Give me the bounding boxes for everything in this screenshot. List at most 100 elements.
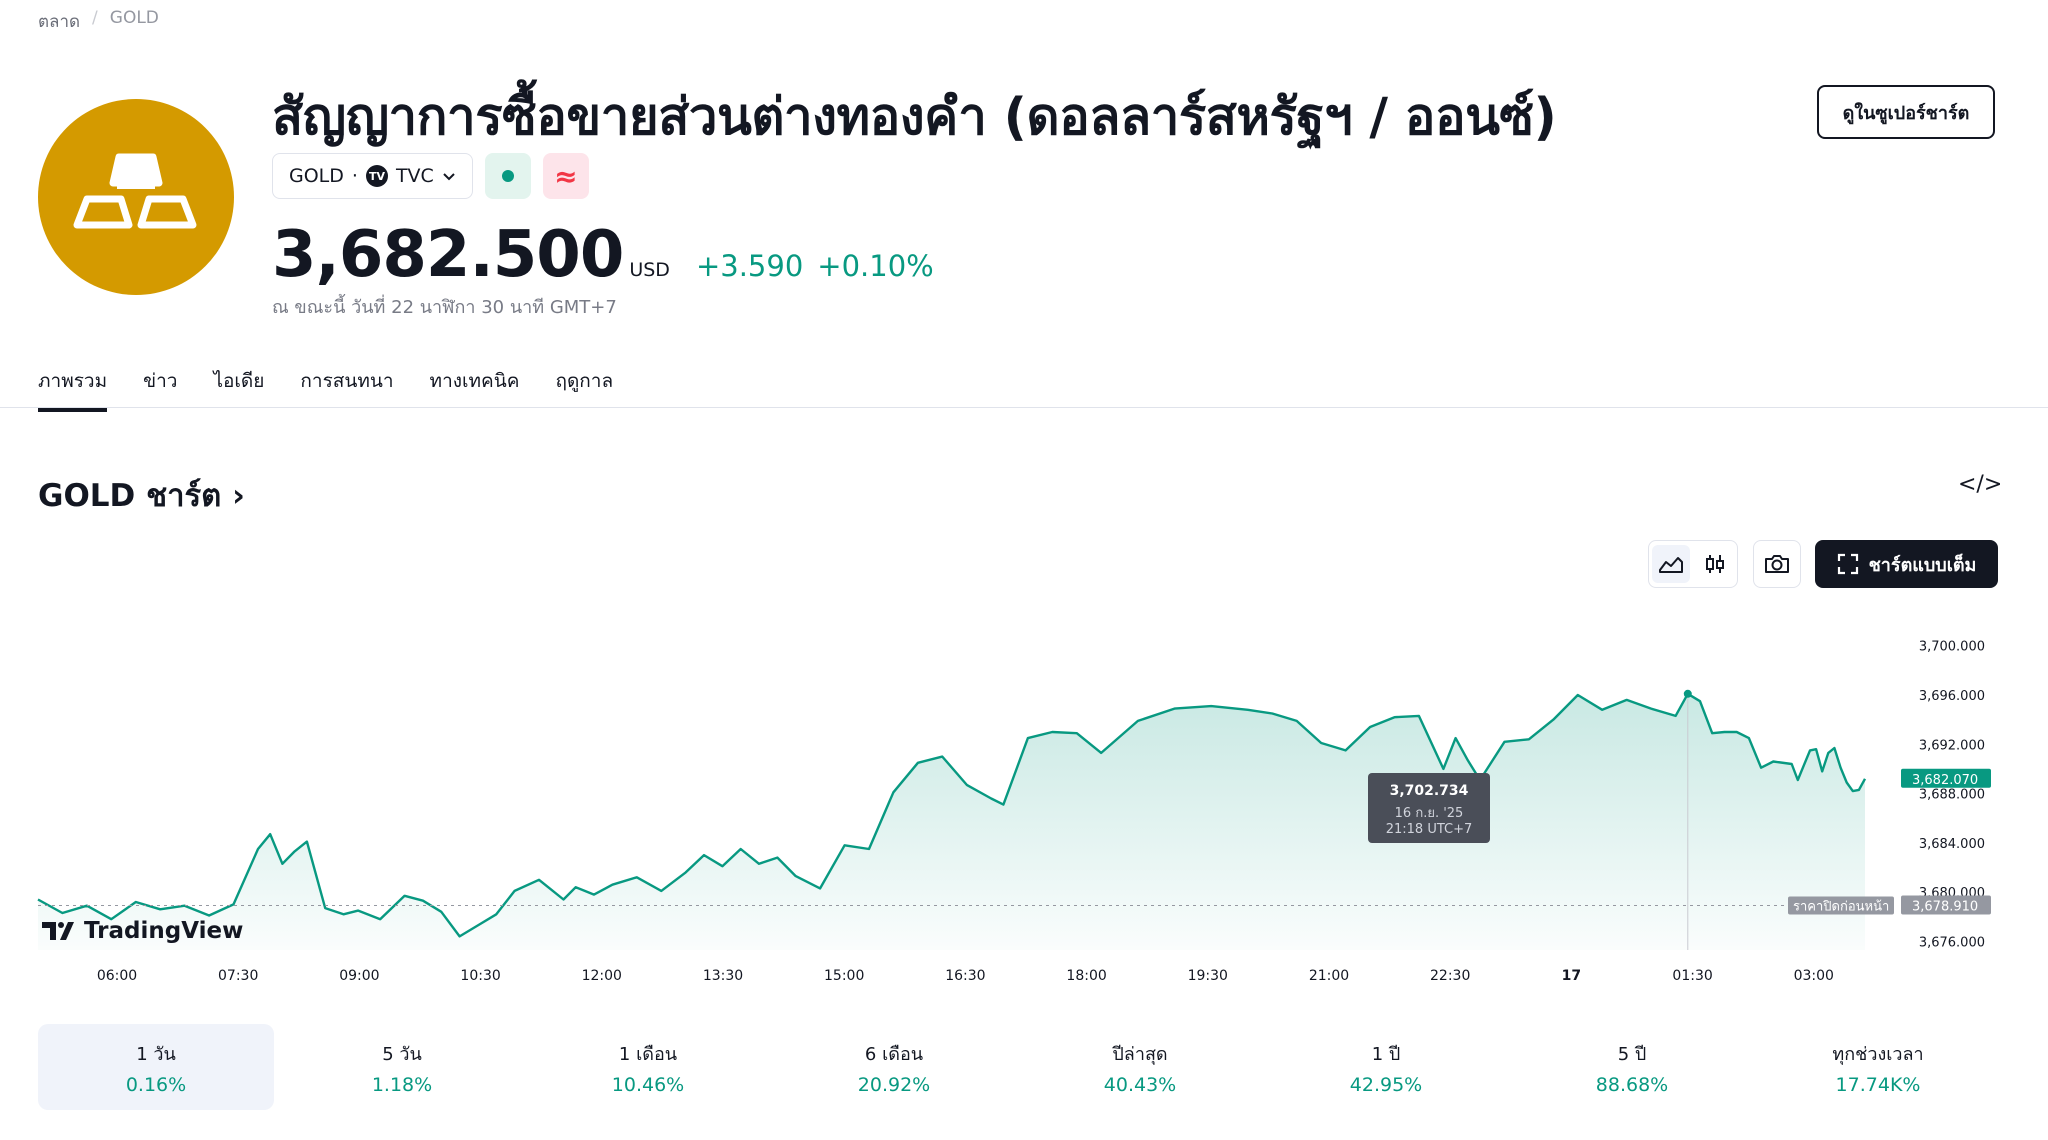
approx-data-badge[interactable]: ≈ <box>542 153 589 199</box>
period-1d[interactable]: 1 วัน 0.16% <box>38 1024 274 1110</box>
price-change-percent: +0.10% <box>817 249 934 283</box>
period-label: 1 ปี <box>1371 1043 1401 1065</box>
last-price: 3,682.500 <box>272 218 624 292</box>
exchange-icon: TV <box>365 165 388 187</box>
tab-technicals[interactable]: ทางเทคนิค <box>429 370 520 392</box>
tradingview-brand-label: TradingView <box>84 918 244 944</box>
previous-close-value: 3,678.910 <box>1912 900 1978 915</box>
camera-icon[interactable] <box>1753 540 1801 588</box>
x-tick-label: 07:30 <box>218 968 258 984</box>
exchange-text: TVC <box>395 165 434 187</box>
gold-bars-icon <box>73 153 197 229</box>
tabs-divider <box>0 407 2048 408</box>
symbol-text: GOLD <box>289 165 344 187</box>
tab-ideas[interactable]: ไอเดีย <box>213 370 265 392</box>
tradingview-brand[interactable]: TradingView <box>40 918 243 944</box>
price-change: +3.590 <box>695 249 804 283</box>
previous-close-label: ราคาปิดก่อนหน้า <box>1793 900 1889 915</box>
approx-icon: ≈ <box>554 159 578 193</box>
period-6m[interactable]: 6 เดือน 20.92% <box>776 1024 1012 1110</box>
breadcrumb-separator: / <box>92 8 98 28</box>
symbol-row: GOLD · TV TVC ≈ <box>272 153 589 199</box>
y-tick-label: 3,688.000 <box>1919 788 1985 803</box>
performance-periods: 1 วัน 0.16% 5 วัน 1.18% 1 เดือน 10.46% 6 เด… <box>38 1024 1996 1110</box>
period-value: 10.46% <box>611 1073 685 1096</box>
symbol-separator: · <box>351 165 358 187</box>
chart-heading-link[interactable]: GOLD ชาร์ต › <box>38 478 245 514</box>
last-price-axis-label: 3,682.070 <box>1912 773 1978 788</box>
embed-code-button[interactable]: </> <box>1958 472 2003 497</box>
tooltip-time: 21:18 UTC+7 <box>1386 822 1473 837</box>
view-in-supercharts-button[interactable]: ดูในซูเปอร์ชาร์ต <box>1817 85 1995 139</box>
market-open-status[interactable] <box>484 153 531 199</box>
period-value: 0.16% <box>125 1073 187 1096</box>
y-tick-label: 3,692.000 <box>1919 738 1985 753</box>
tab-overview[interactable]: ภาพรวม <box>38 366 108 412</box>
gold-bars-logo <box>38 99 234 295</box>
period-1m[interactable]: 1 เดือน 10.46% <box>530 1024 766 1110</box>
breadcrumb: ตลาด / GOLD <box>38 8 159 35</box>
period-label: ปีล่าสุด <box>1112 1043 1168 1065</box>
chart-tooltip: 3,702.734 16 ก.ย. '25 21:18 UTC+7 <box>1368 773 1490 843</box>
fullscreen-icon <box>1837 553 1858 575</box>
x-tick-label: 03:00 <box>1794 968 1834 984</box>
page-title: สัญญาการซื้อขายส่วนต่างทองคำ (ดอลลาร์สหร… <box>272 88 1557 147</box>
hover-point <box>1683 689 1692 698</box>
section-tabs: ภาพรวม ข่าว ไอเดีย การสนทนา ทางเทคนิค ฤด… <box>38 366 613 412</box>
tab-news[interactable]: ข่าว <box>143 370 178 392</box>
x-tick-label: 22:30 <box>1430 968 1470 984</box>
symbol-selector[interactable]: GOLD · TV TVC <box>272 153 473 199</box>
x-tick-label: 16:30 <box>945 968 985 984</box>
period-value: 40.43% <box>1103 1073 1177 1096</box>
tooltip-value: 3,702.734 <box>1390 783 1469 799</box>
breadcrumb-current[interactable]: GOLD <box>109 8 159 28</box>
period-label: ทุกช่วงเวลา <box>1832 1043 1924 1065</box>
period-value: 20.92% <box>857 1073 931 1096</box>
period-5y[interactable]: 5 ปี 88.68% <box>1514 1024 1750 1110</box>
tab-seasonals[interactable]: ฤดูกาล <box>555 370 614 392</box>
last-price-label-bg <box>1901 768 1991 788</box>
tooltip-date: 16 ก.ย. '25 <box>1395 806 1464 821</box>
area-chart-icon[interactable] <box>1652 545 1690 583</box>
price-line <box>37 692 1867 938</box>
y-tick-label: 3,676.000 <box>1919 935 1985 950</box>
period-value: 88.68% <box>1595 1073 1669 1096</box>
period-1y[interactable]: 1 ปี 42.95% <box>1268 1024 1504 1110</box>
period-value: 42.95% <box>1349 1073 1423 1096</box>
x-tick-label: 17 <box>1562 968 1581 984</box>
fullscreen-chart-button[interactable]: ชาร์ตแบบเต็ม <box>1815 540 1998 588</box>
previous-close-value-bg <box>1901 895 1991 915</box>
fullscreen-label: ชาร์ตแบบเต็ม <box>1868 554 1977 576</box>
period-ytd[interactable]: ปีล่าสุด 40.43% <box>1022 1024 1258 1110</box>
breadcrumb-market-link[interactable]: ตลาด <box>38 12 81 32</box>
y-tick-label: 3,700.000 <box>1919 640 1985 655</box>
x-tick-label: 19:30 <box>1188 968 1228 984</box>
x-tick-label: 10:30 <box>460 968 500 984</box>
x-tick-label: 12:00 <box>582 968 622 984</box>
period-label: 5 ปี <box>1617 1043 1647 1065</box>
x-tick-label: 09:00 <box>339 968 379 984</box>
period-5d[interactable]: 5 วัน 1.18% <box>284 1024 520 1110</box>
price-chart[interactable]: 3,700.0003,696.0003,692.0003,688.0003,68… <box>0 600 2048 1000</box>
tradingview-logo-icon <box>42 922 74 940</box>
x-tick-label: 13:30 <box>703 968 743 984</box>
period-label: 6 เดือน <box>864 1043 924 1065</box>
status-dot-icon <box>501 170 514 182</box>
period-label: 5 วัน <box>382 1043 422 1065</box>
period-value: 1.18% <box>371 1073 433 1096</box>
price-row: 3,682.500 USD +3.590 +0.10% <box>272 218 934 292</box>
price-area-fill <box>38 693 1865 950</box>
x-tick-label: 01:30 <box>1672 968 1712 984</box>
x-tick-label: 06:00 <box>97 968 137 984</box>
x-tick-label: 18:00 <box>1066 968 1106 984</box>
currency-label: USD <box>629 259 670 281</box>
x-tick-label: 15:00 <box>824 968 864 984</box>
period-value: 17.74K% <box>1835 1073 1921 1096</box>
y-tick-label: 3,684.000 <box>1919 837 1985 852</box>
candles-icon[interactable] <box>1696 545 1734 583</box>
previous-close-label-bg <box>1788 896 1894 915</box>
period-all[interactable]: ทุกช่วงเวลา 17.74K% <box>1760 1024 1996 1110</box>
period-label: 1 เดือน <box>618 1043 678 1065</box>
tab-discussion[interactable]: การสนทนา <box>300 370 394 392</box>
chevron-down-icon <box>442 165 456 187</box>
